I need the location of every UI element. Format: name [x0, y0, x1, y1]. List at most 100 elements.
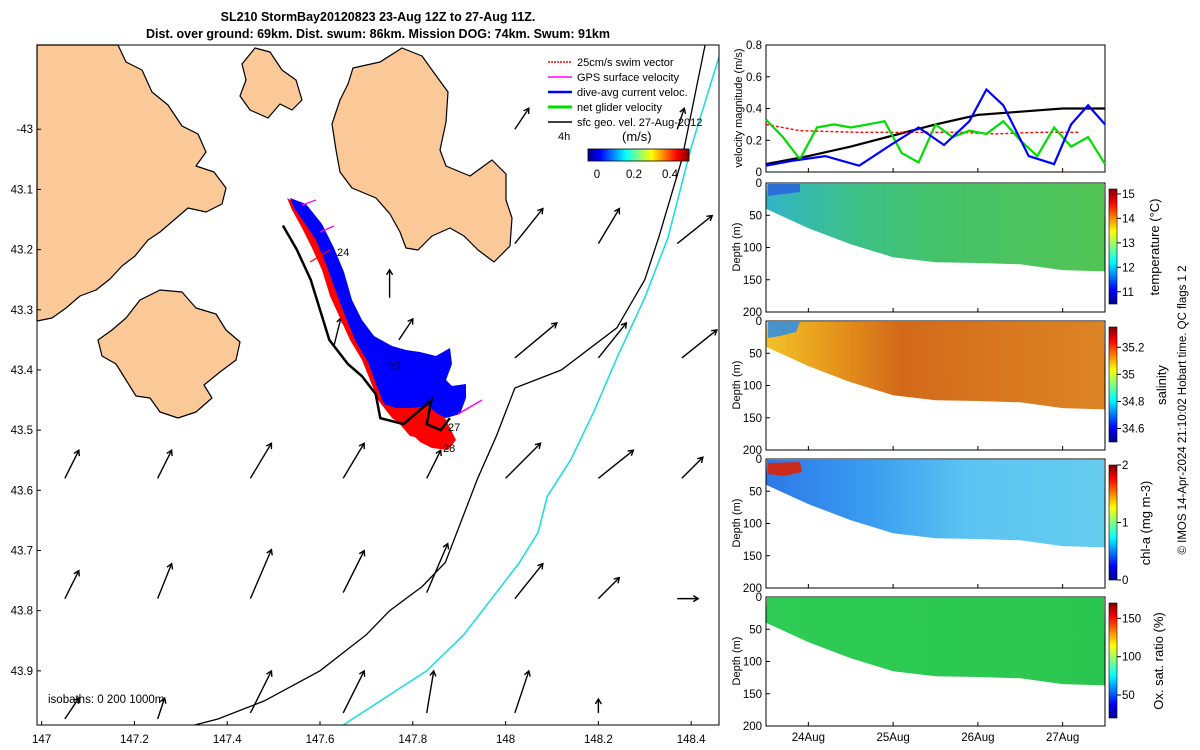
isobaths	[194, 44, 720, 726]
depth-tick-label: 50	[749, 486, 762, 498]
current-vector-field	[64, 106, 718, 720]
temperature-colorbar-label: temperature (°C)	[1147, 199, 1162, 296]
footer-text: © IMOS 14-Apr-2024 21:10:02 Hobart time.…	[1177, 265, 1189, 554]
depth-tick-label: 150	[743, 413, 762, 425]
colorbar-tick-label: 1	[1122, 518, 1128, 530]
land-forestier-peninsula	[331, 47, 513, 263]
salinity-colorbar-label: salinity	[1154, 365, 1169, 405]
velocity-series	[765, 87, 1106, 167]
isobath-1000m	[342, 56, 720, 726]
land-north-island-left	[239, 47, 303, 119]
current-vector-arrow	[676, 214, 714, 245]
depth-tick-label: 200	[743, 721, 762, 733]
map-x-tick-label: 147.2	[120, 734, 149, 746]
map-x-tick-label: 147.8	[398, 734, 427, 746]
map-y-tick-label: -43	[16, 124, 33, 136]
current-vectors-fill	[290, 198, 466, 418]
current-vector-arrow	[597, 207, 621, 244]
depth-tick-label: 150	[743, 275, 762, 287]
oxygen-colorbar-label: Ox. sat. ratio (%)	[1151, 612, 1166, 710]
velocity-y-tick-label: 0.4	[746, 104, 763, 116]
current-vector-arrow	[249, 548, 273, 599]
current-vector-arrow	[64, 696, 80, 720]
time-tick-label: 26Aug	[961, 732, 994, 744]
current-vector-arrow	[514, 322, 558, 359]
velocity-ylabel: velocity magnitude (m/s)	[733, 48, 745, 167]
map-y-tick-label: 43.3	[11, 305, 33, 317]
current-vector-arrow	[681, 456, 704, 479]
map-y-tick-label: 43.7	[11, 545, 33, 557]
oxygen-ylabel: Depth (m)	[731, 637, 743, 686]
current-vector-arrow	[342, 669, 366, 714]
colorbar-tick-label: 0	[1122, 575, 1128, 587]
map-colorbar-tick-0: 0	[594, 169, 600, 181]
colorbar-tick-label: 150	[1122, 613, 1141, 625]
oxygen-section	[766, 598, 1105, 686]
map-y-tick-label: 43.6	[11, 485, 33, 497]
legend-label-net: net glider velocity	[577, 102, 662, 114]
velocity-y-tick-label: 0.2	[746, 135, 762, 147]
depth-tick-label: 100	[743, 657, 762, 669]
time-axis: 24Aug 25Aug 26Aug 27Aug	[792, 168, 1079, 744]
current-vector-arrow	[676, 106, 687, 130]
map-y-tick-label: 43.8	[11, 606, 33, 618]
legend-label-geo: sfc geo. vel. 27-Aug-2012	[577, 117, 702, 129]
hour-label: 4h	[558, 131, 570, 143]
current-vector-arrow	[597, 449, 635, 479]
salinity-surface-fresh-patch	[768, 322, 800, 338]
current-vector-arrow	[426, 449, 442, 479]
temperature-section	[766, 184, 1105, 272]
day-label-25: 25	[388, 361, 400, 373]
velocity-y-tick-label: 0	[756, 167, 762, 179]
salinity-section	[766, 322, 1105, 410]
temperature-colorbar-ticks: 11 12 13 14 15	[1117, 189, 1135, 299]
map-x-tick-label: 147	[32, 734, 51, 746]
colorbar-tick-label: 11	[1122, 287, 1134, 299]
depth-tick-label: 100	[743, 519, 762, 531]
velocity-y-axis: 0 0.2 0.4 0.6 0.8	[746, 40, 770, 179]
salinity-colorbar	[1108, 326, 1118, 443]
velocity-series-line	[765, 118, 1106, 165]
depth-tick-label: 150	[743, 551, 762, 563]
oxygen-panel: 0 50 100 150 200 Depth (m) 50 100 150 Ox. sat.…	[731, 592, 1166, 733]
depth-tick-label: 200	[743, 445, 762, 457]
salinity-y-axis: 0 50 100 150 200	[743, 316, 770, 457]
swim-vector-sample	[309, 249, 331, 263]
current-vector-arrow	[64, 449, 80, 479]
colorbar-tick-label: 35.2	[1122, 342, 1144, 354]
depth-tick-label: 100	[743, 381, 762, 393]
current-vector-arrow	[681, 329, 718, 359]
current-vector-arrow	[514, 562, 544, 600]
depth-tick-label: 0	[756, 592, 762, 604]
colorbar-tick-label: 34.6	[1122, 423, 1144, 435]
colorbar-tick-label: 14	[1122, 213, 1135, 225]
current-vector-arrow	[505, 442, 542, 479]
salinity-ylabel: Depth (m)	[731, 361, 743, 410]
depth-tick-label: 50	[749, 210, 762, 222]
current-vector-arrow	[156, 449, 173, 479]
oxygen-colorbar	[1108, 602, 1118, 719]
depth-tick-label: 100	[743, 243, 762, 255]
map-colorbar-tick-1: 0.2	[626, 169, 642, 181]
map-title-line2: Dist. over ground: 69km. Dist. swum: 86k…	[146, 27, 610, 41]
map-y-tick-label: 43.9	[11, 666, 33, 678]
legend-label-current: dive-avg current veloc.	[577, 87, 688, 99]
colorbar-tick-label: 35	[1122, 369, 1135, 381]
current-vector-arrow	[597, 321, 628, 359]
time-tick-label: 25Aug	[876, 732, 909, 744]
time-tick-label: 24Aug	[792, 732, 825, 744]
velocity-y-tick-label: 0.8	[746, 40, 762, 52]
chla-section	[766, 460, 1105, 548]
current-vector-arrow	[342, 442, 365, 479]
map-legend: 25cm/s swim vector GPS surface velocity …	[548, 57, 702, 181]
current-vector-arrow	[64, 569, 80, 599]
chla-panel: 0 50 100 150 200 Depth (m) 0 1 2 chl-a (mg m-3…	[731, 454, 1153, 595]
chla-colorbar	[1108, 464, 1118, 581]
isobath-200m	[194, 44, 706, 726]
depth-tick-label: 50	[749, 624, 762, 636]
land-northwest-mainland	[36, 44, 227, 322]
current-vectors-band	[290, 198, 466, 418]
map-y-axis: -43 43.1 43.2 43.3 43.4 43.5 43.6 43.7 43.8 43.9	[11, 124, 41, 678]
map-x-tick-label: 147.6	[306, 734, 335, 746]
